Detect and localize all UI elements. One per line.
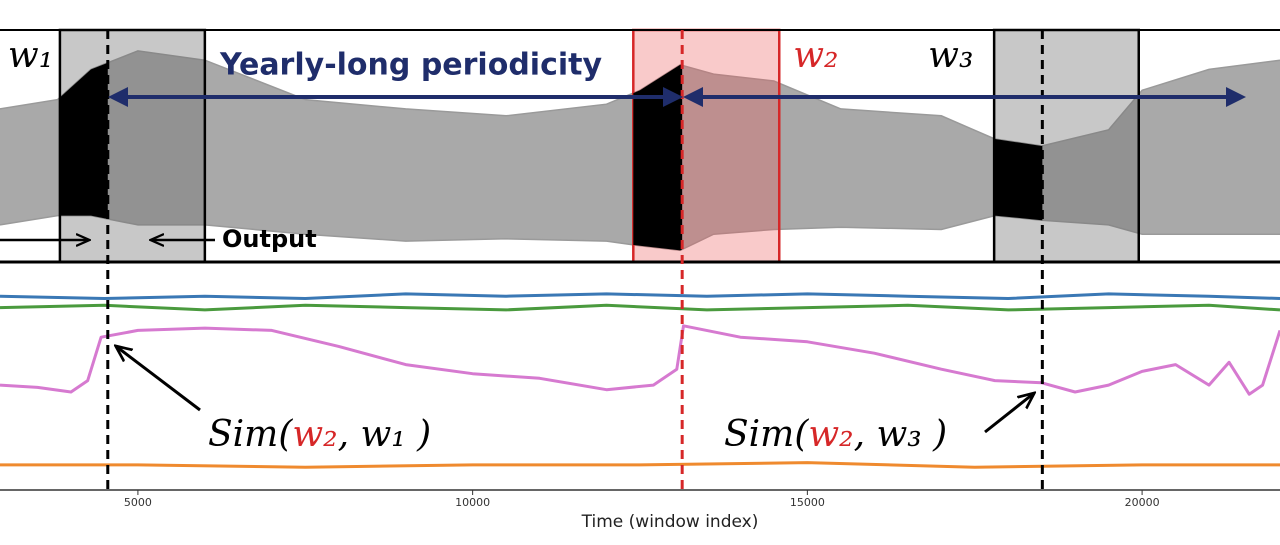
input-segment xyxy=(633,64,683,251)
similarity-line xyxy=(0,324,1280,396)
x-axis-label: Time (window index) xyxy=(581,512,759,532)
sim-part: , w₁ ) xyxy=(338,414,432,455)
window-label: w₂ xyxy=(793,35,838,76)
sim-label: Sim(w₂, w₁ ) xyxy=(208,414,431,455)
window-label: w₁ xyxy=(8,35,53,76)
similarity-panel: 5000 10000 15000 20000 xyxy=(0,260,1280,509)
input-segment xyxy=(59,62,108,219)
overlay: Yearly-long periodicity Output Sim(w₂, w… xyxy=(0,48,1246,532)
sim-arrow xyxy=(984,394,1033,434)
sim-part: w₂ xyxy=(292,414,337,455)
window-label: w₃ xyxy=(928,35,973,76)
sim-label: Sim(w₂, w₃ ) xyxy=(724,414,947,455)
sim-part: Sim( xyxy=(208,414,293,455)
signal-panel: w₁ w₂ w₃ xyxy=(0,28,1280,264)
sim-arrow xyxy=(117,347,201,412)
input-segment xyxy=(994,138,1043,221)
x-tick-label: 5000 xyxy=(124,496,152,509)
similarity-line xyxy=(0,292,1280,300)
similarity-line xyxy=(0,461,1280,469)
x-tick-label: 20000 xyxy=(1125,496,1160,509)
x-tick-label: 15000 xyxy=(790,496,825,509)
sim-part: Sim( xyxy=(724,414,809,455)
periodicity-title: Yearly-long periodicity xyxy=(219,48,602,83)
x-tick-label: 10000 xyxy=(455,496,490,509)
similarity-line xyxy=(0,303,1280,312)
output-label: Output xyxy=(222,225,317,253)
sim-part: , w₃ ) xyxy=(854,414,948,455)
sim-part: w₂ xyxy=(808,414,853,455)
